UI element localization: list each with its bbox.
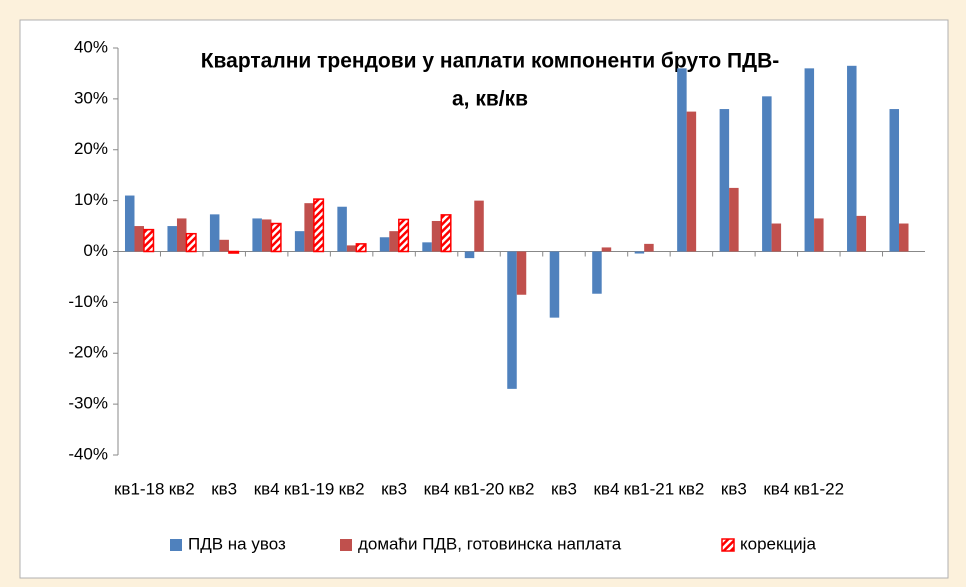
legend-swatch — [340, 539, 352, 551]
bar — [899, 223, 909, 252]
legend-label: ПДВ на увоз — [188, 534, 286, 553]
bar — [379, 237, 390, 252]
legend-label: домаћи ПДВ, готовинска наплата — [358, 534, 622, 553]
bar — [431, 220, 442, 252]
y-tick-label: 0% — [83, 241, 108, 260]
bar — [440, 214, 452, 253]
x-tick-label: кв3 — [381, 479, 407, 498]
x-tick-label: кв4 — [593, 479, 619, 498]
bar — [134, 226, 144, 252]
y-tick-label: -10% — [68, 292, 108, 311]
bar — [634, 251, 645, 254]
x-tick-label: кв2 — [339, 479, 365, 498]
legend-label: корекција — [740, 534, 816, 553]
bar — [804, 68, 815, 252]
legend-swatch — [170, 539, 182, 551]
bar — [549, 251, 560, 318]
bar — [686, 111, 697, 252]
bar — [474, 200, 484, 252]
bar — [507, 251, 517, 389]
bar — [261, 219, 272, 252]
chart-title: Квартални трендови у наплати компоненти … — [201, 50, 780, 73]
bar — [167, 226, 177, 252]
bar — [422, 242, 432, 252]
x-tick-label: кв3 — [721, 479, 747, 498]
bar — [346, 245, 357, 252]
y-tick-label: -30% — [68, 394, 108, 413]
x-tick-label: кв1-19 — [284, 479, 335, 498]
bar — [771, 223, 782, 252]
y-tick-label: -40% — [68, 444, 108, 463]
bar — [209, 214, 220, 252]
bar — [762, 96, 772, 252]
y-tick-label: -20% — [68, 343, 108, 362]
bar — [270, 222, 282, 253]
bar — [856, 215, 867, 252]
bar — [124, 195, 135, 252]
x-tick-label: кв4 — [424, 479, 450, 498]
bar — [176, 218, 187, 252]
x-tick-label: кв4 — [763, 479, 789, 498]
bar — [847, 65, 857, 252]
x-tick-label: кв4 — [254, 479, 280, 498]
y-tick-label: 40% — [74, 37, 108, 56]
bar — [592, 251, 602, 294]
chart-title: а, кв/кв — [452, 88, 528, 111]
chart-frame — [19, 19, 949, 579]
x-tick-label: кв2 — [169, 479, 195, 498]
bar — [814, 218, 824, 252]
y-tick-label: 10% — [74, 190, 108, 209]
x-tick-label: кв1-21 — [624, 479, 675, 498]
bar — [304, 203, 314, 252]
bar — [677, 68, 687, 252]
legend-swatch — [721, 538, 735, 552]
bar — [729, 187, 739, 252]
bar — [337, 206, 347, 252]
bar — [355, 243, 367, 253]
x-tick-label: кв2 — [509, 479, 535, 498]
bar — [313, 198, 325, 253]
x-tick-label: кв1-18 — [114, 479, 165, 498]
bar — [516, 251, 527, 295]
bar — [219, 239, 229, 252]
bar — [398, 218, 410, 253]
x-tick-label: кв1-20 — [454, 479, 505, 498]
bar — [889, 109, 900, 252]
bar — [143, 228, 155, 253]
bar — [389, 231, 399, 252]
bar — [719, 109, 730, 252]
x-tick-label: кв1-22 — [794, 479, 845, 498]
bar — [464, 251, 475, 259]
x-tick-label: кв3 — [211, 479, 237, 498]
bar — [294, 231, 305, 252]
bar — [252, 218, 262, 252]
x-tick-label: кв2 — [678, 479, 704, 498]
y-tick-label: 30% — [74, 88, 108, 107]
y-tick-label: 20% — [74, 139, 108, 158]
bar — [644, 243, 654, 252]
bar — [228, 250, 240, 254]
bar — [185, 232, 197, 253]
x-tick-label: кв3 — [551, 479, 577, 498]
bar — [601, 247, 612, 252]
